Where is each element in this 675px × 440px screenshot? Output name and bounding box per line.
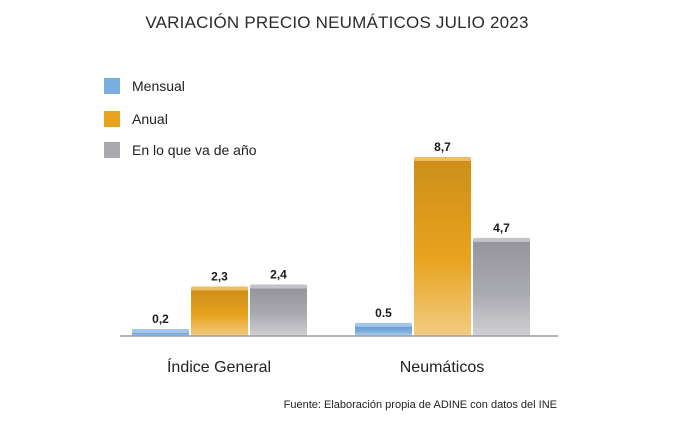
bars-group bbox=[132, 157, 530, 336]
bar-mensual-neumaticos bbox=[355, 325, 412, 336]
legend-swatch-mensual bbox=[104, 78, 120, 94]
value-labels-group: 0,2 2,3 2,4 0.5 8,7 4,7 bbox=[152, 140, 510, 326]
value-label-mensual-indice-general: 0,2 bbox=[152, 312, 169, 326]
bar-cap-mensual-neumaticos bbox=[355, 322, 412, 327]
legend: Mensual Anual En lo que va de año bbox=[104, 78, 257, 158]
bar-cap-anual-neumaticos bbox=[414, 157, 471, 161]
bar-mensual-indice-general bbox=[132, 331, 189, 336]
legend-label-mensual: Mensual bbox=[132, 78, 185, 94]
bar-anual-indice-general bbox=[191, 289, 248, 336]
value-label-anual-indice-general: 2,3 bbox=[211, 269, 228, 283]
bar-cap-en-lo-que-va-de-ano-indice-general bbox=[250, 284, 307, 289]
category-label-indice-general: Índice General bbox=[167, 357, 271, 376]
bar-en-lo-que-va-de-ano-indice-general bbox=[250, 287, 307, 336]
legend-label-en-lo-que-va-de-ano: En lo que va de año bbox=[132, 142, 257, 158]
bar-cap-en-lo-que-va-de-ano-neumaticos bbox=[473, 237, 530, 242]
bar-cap-anual-indice-general bbox=[191, 286, 248, 291]
legend-swatch-anual bbox=[104, 111, 120, 127]
bar-cap-mensual-indice-general bbox=[132, 328, 189, 333]
value-label-mensual-neumaticos: 0.5 bbox=[375, 306, 392, 320]
value-label-anual-neumaticos: 8,7 bbox=[434, 140, 451, 154]
chart-title: VARIACIÓN PRECIO NEUMÁTICOS JULIO 2023 bbox=[145, 13, 528, 32]
value-label-en-lo-que-va-de-ano-neumaticos: 4,7 bbox=[493, 221, 510, 235]
bar-anual-neumaticos bbox=[414, 160, 471, 336]
category-label-neumaticos: Neumáticos bbox=[400, 359, 484, 376]
legend-label-anual: Anual bbox=[132, 111, 168, 127]
legend-swatch-en-lo-que-va-de-ano bbox=[104, 142, 120, 158]
bar-en-lo-que-va-de-ano-neumaticos bbox=[473, 240, 530, 336]
source-note: Fuente: Elaboración propia de ADINE con … bbox=[284, 399, 557, 411]
value-label-en-lo-que-va-de-ano-indice-general: 2,4 bbox=[270, 267, 287, 281]
